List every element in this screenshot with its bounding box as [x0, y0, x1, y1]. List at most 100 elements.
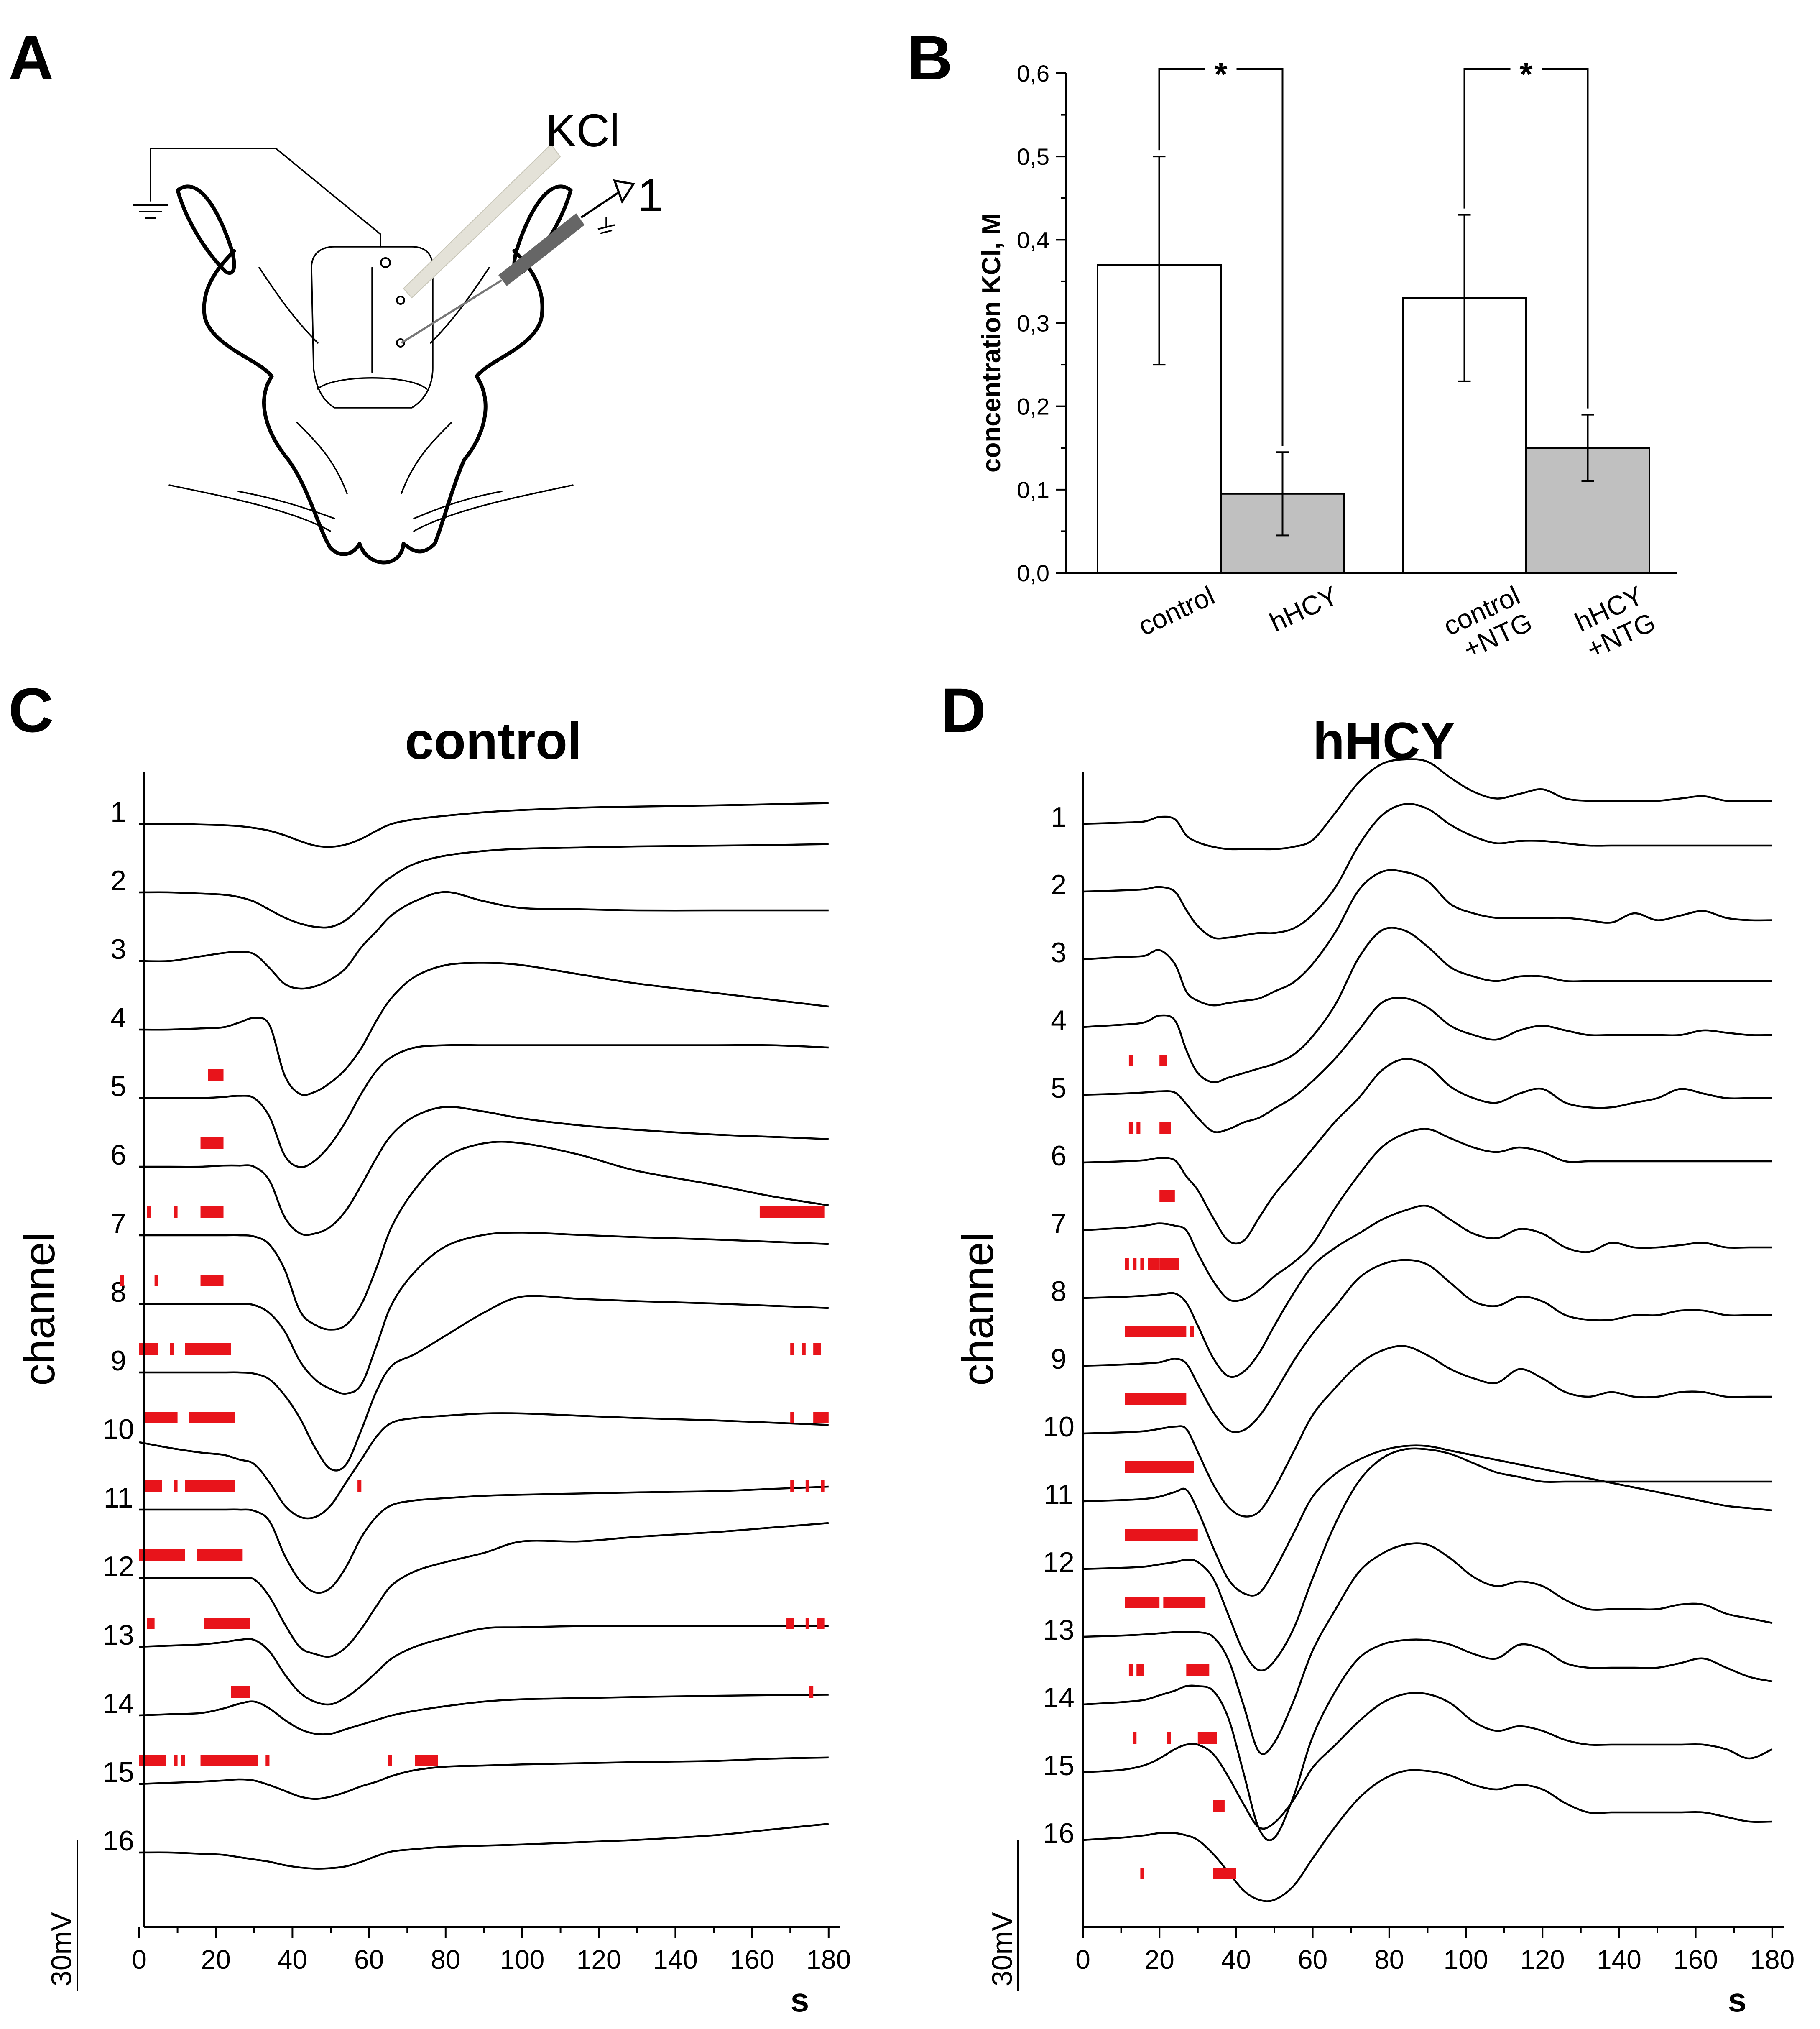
- panel-d-x-label: s: [1728, 1981, 1747, 2019]
- y-tick-label: 0,0: [1017, 560, 1049, 586]
- event-marker-ch11: [204, 1618, 250, 1629]
- event-marker-ch11: [817, 1618, 825, 1629]
- eye-left: [296, 422, 348, 494]
- trace-channel-9: [139, 1295, 829, 1472]
- trace-channel-12: [1082, 1447, 1772, 1672]
- electrode-ground-icon: [597, 217, 615, 234]
- channel-label-13: 13: [102, 1619, 134, 1651]
- y-axis-ticks: 0,0 0,1 0,2 0,3 0,4 0,5 0,6: [1017, 60, 1066, 586]
- y-tick-label: 0,3: [1017, 310, 1049, 337]
- bar-chart-y-label: concentration KCl, M: [977, 213, 1006, 473]
- kcl-label: KCl: [546, 105, 620, 156]
- channel-label-5: 5: [1051, 1072, 1067, 1104]
- electrode-wire: [401, 279, 503, 344]
- event-markers: [1125, 1055, 1236, 1879]
- event-marker-ch8: [189, 1412, 235, 1423]
- trace-channel-2: [1082, 803, 1772, 940]
- y-tick-label: 0,2: [1017, 394, 1049, 420]
- x-tick-label: 20: [1145, 1945, 1174, 1975]
- panel-c: C control channel 1234567891011121314151…: [8, 675, 851, 2019]
- event-marker-ch7: [170, 1343, 174, 1355]
- channel-label-6: 6: [110, 1139, 126, 1171]
- event-marker-ch9: [821, 1480, 825, 1492]
- event-marker-ch5: [1159, 1190, 1175, 1202]
- channel-label-15: 15: [102, 1756, 134, 1788]
- event-marker-ch6: [1133, 1258, 1137, 1270]
- trace-channel-8: [139, 1232, 829, 1395]
- x-tick-label: 100: [1444, 1945, 1488, 1975]
- channel-traces: [139, 802, 829, 1870]
- whisker: [168, 484, 331, 532]
- event-marker-ch6: [200, 1275, 224, 1286]
- trace-channel-16: [139, 1823, 829, 1870]
- panel-c-x-label: s: [791, 1981, 809, 2019]
- event-marker-ch6: [1140, 1258, 1144, 1270]
- scale-bar: 30mV: [46, 1840, 78, 1991]
- x-tick-label: 20: [201, 1945, 231, 1975]
- channel-label-6: 6: [1051, 1140, 1067, 1172]
- channel-label-4: 4: [110, 1002, 126, 1034]
- trace-channel-1: [1082, 758, 1772, 851]
- x-tick-label: 40: [278, 1945, 307, 1975]
- axes: 0 20 40 60 80 100 120 140 160 180: [1075, 772, 1794, 1975]
- x-tick-label: 80: [431, 1945, 460, 1975]
- recording-electrode: [498, 213, 585, 286]
- event-marker-ch3: [208, 1069, 224, 1081]
- event-marker-ch12: [231, 1686, 250, 1698]
- channel-label-7: 7: [1051, 1208, 1067, 1239]
- trace-channel-14: [1082, 1638, 1773, 1841]
- trace-channel-4: [139, 962, 829, 1096]
- category-labels: control hHCY control+NTG hHCY+NTG: [1133, 580, 1660, 664]
- event-marker-ch9: [1125, 1461, 1194, 1473]
- channel-label-4: 4: [1051, 1004, 1067, 1036]
- event-marker-ch11: [805, 1618, 809, 1629]
- x-tick-label: 180: [1750, 1945, 1794, 1975]
- event-marker-ch12: [1186, 1664, 1210, 1676]
- event-marker-ch5: [174, 1206, 178, 1218]
- event-marker-ch8: [166, 1412, 178, 1423]
- event-marker-ch13: [139, 1755, 166, 1766]
- head-detail: [258, 267, 319, 344]
- event-marker-ch6: [1148, 1258, 1160, 1270]
- event-marker-ch8: [1125, 1393, 1187, 1405]
- y-tick-label: 0,6: [1017, 60, 1049, 87]
- channel-label-2: 2: [110, 865, 126, 897]
- trace-channel-11: [1082, 1444, 1773, 1597]
- event-marker-ch5: [200, 1206, 224, 1218]
- x-tick-label: 60: [1298, 1945, 1327, 1975]
- event-marker-ch7: [139, 1343, 158, 1355]
- panel-b-letter: B: [907, 23, 952, 93]
- event-marker-ch4: [200, 1137, 224, 1149]
- event-marker-ch4: [1159, 1122, 1171, 1134]
- channel-label-1: 1: [110, 796, 126, 828]
- x-tick-label: 60: [354, 1945, 384, 1975]
- event-marker-ch10: [139, 1549, 185, 1561]
- event-marker-ch5: [147, 1206, 151, 1218]
- panel-c-y-label: channel: [15, 1232, 64, 1386]
- ground-wire: [150, 148, 381, 248]
- channel-label-11: 11: [1044, 1479, 1074, 1510]
- event-marker-ch9: [790, 1480, 794, 1492]
- trace-channel-10: [139, 1412, 829, 1520]
- event-marker-ch10: [197, 1549, 243, 1561]
- event-marker-ch13: [181, 1755, 185, 1766]
- event-marker-ch8: [813, 1412, 829, 1423]
- event-marker-ch9: [174, 1480, 178, 1492]
- event-marker-ch13: [415, 1755, 438, 1766]
- channel-label-9: 9: [110, 1345, 126, 1377]
- x-tick-label: 160: [730, 1945, 774, 1975]
- trace-channel-7: [139, 1140, 829, 1331]
- trace-channel-8: [1082, 1204, 1772, 1378]
- trace-channel-3: [139, 891, 829, 990]
- channel-label-10: 10: [1043, 1411, 1075, 1443]
- event-marker-ch11: [1163, 1597, 1206, 1608]
- trace-channel-3: [1082, 869, 1772, 1007]
- trace-channel-13: [1082, 1542, 1773, 1755]
- rat-head-illustration: [133, 143, 636, 565]
- category-label-line: hHCY: [1265, 580, 1343, 637]
- event-marker-ch4: [1136, 1122, 1141, 1134]
- trace-channel-15: [139, 1756, 829, 1800]
- channel-label-15: 15: [1043, 1750, 1075, 1781]
